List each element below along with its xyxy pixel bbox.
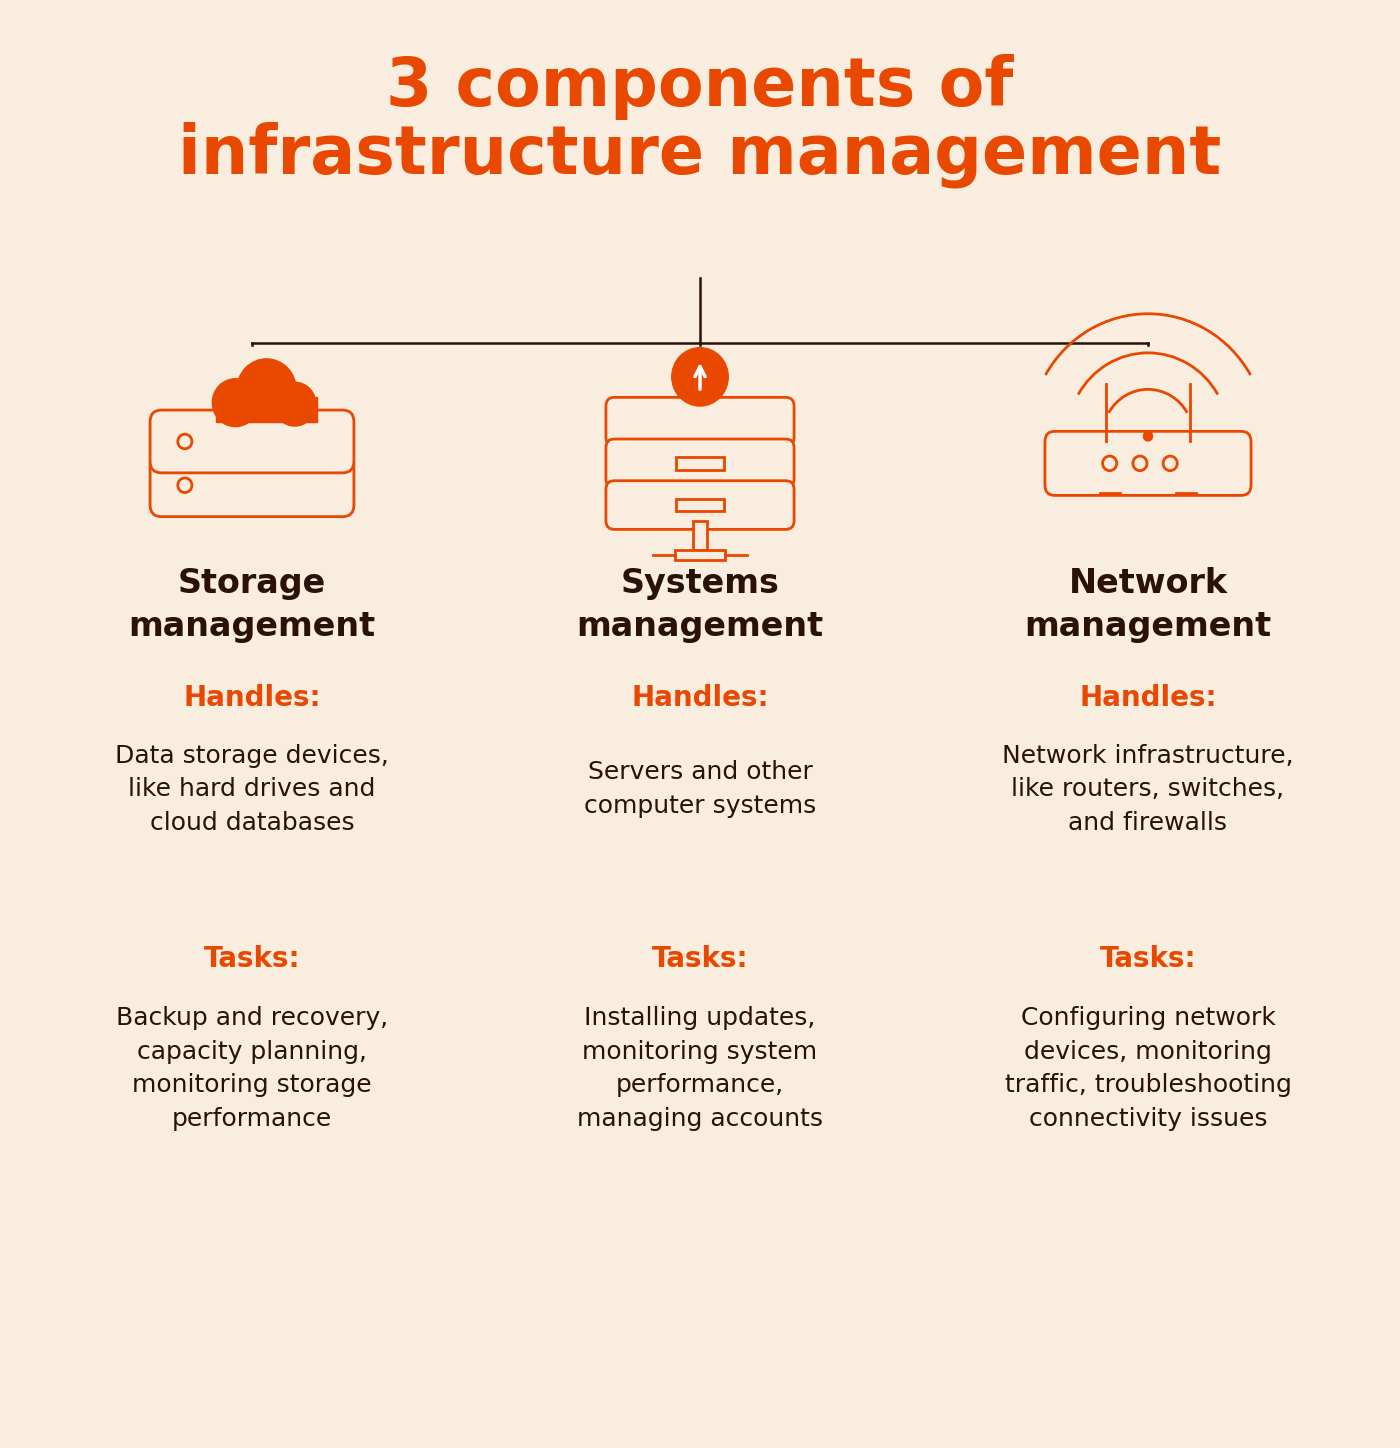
Circle shape: [237, 359, 297, 420]
Text: Configuring network
devices, monitoring
traffic, troubleshooting
connectivity is: Configuring network devices, monitoring …: [1005, 1006, 1291, 1131]
Circle shape: [273, 382, 316, 426]
FancyBboxPatch shape: [606, 397, 794, 446]
Bar: [675, 550, 725, 560]
Text: Handles:: Handles:: [183, 683, 321, 712]
Text: Installing updates,
monitoring system
performance,
managing accounts: Installing updates, monitoring system pe…: [577, 1006, 823, 1131]
Text: Tasks:: Tasks:: [651, 944, 749, 973]
FancyBboxPatch shape: [606, 481, 794, 530]
Text: Tasks:: Tasks:: [1099, 944, 1197, 973]
Circle shape: [1144, 432, 1152, 442]
FancyBboxPatch shape: [1044, 432, 1252, 495]
Bar: [216, 397, 318, 421]
Text: infrastructure management: infrastructure management: [178, 122, 1222, 188]
Text: 3 components of: 3 components of: [386, 54, 1014, 120]
Circle shape: [672, 348, 728, 405]
Text: Systems
management: Systems management: [577, 568, 823, 643]
Circle shape: [213, 379, 259, 427]
FancyBboxPatch shape: [150, 453, 354, 517]
Text: Tasks:: Tasks:: [203, 944, 301, 973]
Bar: [693, 521, 707, 550]
Text: Backup and recovery,
capacity planning,
monitoring storage
performance: Backup and recovery, capacity planning, …: [116, 1006, 388, 1131]
Text: Storage
management: Storage management: [129, 568, 375, 643]
FancyBboxPatch shape: [606, 439, 794, 488]
Bar: [676, 498, 724, 511]
Text: Servers and other
computer systems: Servers and other computer systems: [584, 760, 816, 818]
FancyBboxPatch shape: [150, 410, 354, 473]
Text: Handles:: Handles:: [1079, 683, 1217, 712]
Text: Data storage devices,
like hard drives and
cloud databases: Data storage devices, like hard drives a…: [115, 744, 389, 834]
Bar: [676, 458, 724, 469]
Text: Network
management: Network management: [1025, 568, 1271, 643]
Text: Handles:: Handles:: [631, 683, 769, 712]
Text: Network infrastructure,
like routers, switches,
and firewalls: Network infrastructure, like routers, sw…: [1002, 744, 1294, 834]
